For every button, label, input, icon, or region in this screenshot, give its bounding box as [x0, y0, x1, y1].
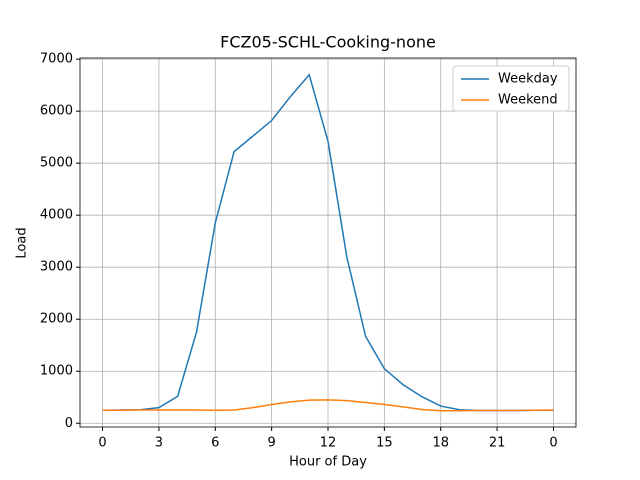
x-tick-label: 0 — [98, 436, 106, 451]
x-tick-label: 18 — [432, 436, 449, 451]
y-tick-label: 1000 — [40, 364, 73, 379]
x-tick-label: 9 — [267, 436, 275, 451]
x-axis-label: Hour of Day — [289, 455, 367, 470]
plot-frame — [79, 57, 577, 428]
x-tick-label: 15 — [376, 436, 393, 451]
x-tick-label: 3 — [155, 436, 163, 451]
y-tick-label: 4000 — [40, 208, 73, 223]
x-tick-label: 12 — [320, 436, 337, 451]
chart-title: FCZ05-SCHL-Cooking-none — [220, 33, 436, 52]
y-tick-label: 0 — [65, 416, 73, 431]
y-tick-label: 5000 — [40, 156, 73, 171]
y-axis-label: Load — [15, 227, 30, 258]
x-tick-label: 0 — [549, 436, 557, 451]
x-tick-label: 21 — [489, 436, 506, 451]
data-line — [102, 399, 554, 412]
y-tick-label: 7000 — [40, 52, 73, 67]
y-tick-label: 6000 — [40, 104, 73, 119]
y-tick-label: 2000 — [40, 312, 73, 327]
legend-label: Weekday — [498, 72, 558, 87]
y-tick-label: 3000 — [40, 260, 73, 275]
x-tick-label: 6 — [211, 436, 219, 451]
legend-label: Weekend — [498, 93, 558, 108]
